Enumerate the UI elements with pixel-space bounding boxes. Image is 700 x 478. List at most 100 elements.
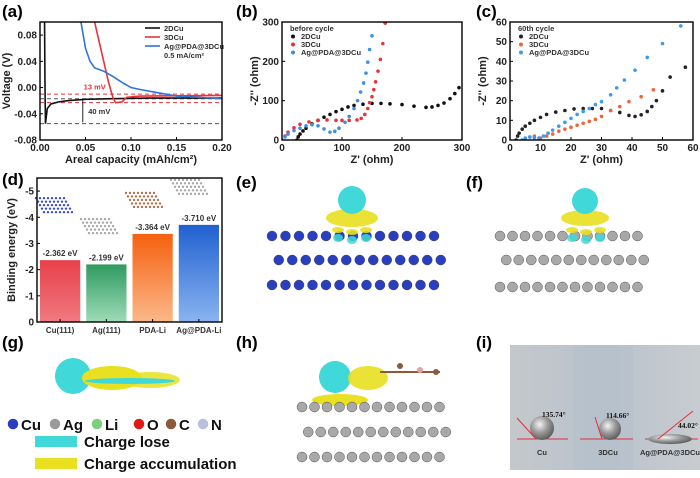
slab-thumbnail-atom (154, 195, 158, 198)
slab-thumbnail-atom (64, 207, 68, 210)
slab-thumbnail-atom (199, 189, 203, 192)
slab-thumbnail-atom (142, 195, 146, 198)
atom-legend: Cu Ag Li O C N (6, 417, 222, 434)
atom (544, 230, 556, 242)
slab-thumbnail-atom (132, 198, 136, 202)
plot-area (514, 24, 688, 140)
data-point-2DCu (517, 131, 521, 135)
atom (519, 281, 531, 293)
atom (626, 254, 637, 266)
slab-thumbnail-atom (107, 224, 111, 228)
charge-accumulation-blob (566, 227, 578, 233)
legend-marker (291, 42, 295, 47)
x-tick-label: 0.10 (121, 143, 141, 154)
atom (632, 281, 643, 293)
slab-thumbnail-atom (85, 221, 89, 224)
slab-thumbnail-atom (99, 224, 103, 228)
data-point-Ag@PDA@3DCu (352, 106, 356, 111)
slab-thumbnail-atom (97, 228, 101, 231)
slab-thumbnail-atom (132, 205, 136, 209)
droplet (530, 416, 554, 440)
data-point-Ag@PDA@3DCu (599, 99, 604, 104)
tangent-line (516, 417, 537, 440)
slab-thumbnail-atom (40, 207, 44, 210)
contact-angle-cu: 135.74° (542, 410, 566, 419)
legend-marker (291, 34, 295, 39)
slab-thumbnail-atom (38, 203, 42, 207)
atom (328, 426, 339, 438)
atom (334, 451, 345, 463)
data-point-2DCu (361, 102, 365, 107)
data-point-2DCu (590, 106, 595, 111)
slab-thumbnail-atom (158, 202, 162, 205)
slab-thumbnail-atom (95, 217, 99, 221)
slab-thumbnail-atom (95, 224, 99, 228)
atom (296, 401, 308, 413)
tangent-line (657, 410, 694, 440)
data-point-2DCu (572, 107, 576, 111)
slab-thumbnail-atom (126, 195, 130, 198)
data-point-2DCu (346, 105, 350, 109)
y-tick-label: 0.08 (18, 31, 38, 42)
atom (538, 254, 549, 266)
atom (557, 281, 568, 293)
x-tick-label: 0.15 (167, 143, 187, 154)
slab-thumbnail-atom (42, 196, 46, 200)
atom-legend-label: Li (105, 417, 118, 434)
slab-thumbnail-atom (185, 185, 189, 189)
charge-lose-blob (361, 234, 371, 242)
slab-thumbnail-atom (173, 178, 177, 182)
slab-thumbnail-atom (42, 210, 46, 214)
atom (266, 279, 278, 291)
slab-thumbnail-atom (197, 178, 201, 182)
legend-note: 0.5 mA/cm² (164, 51, 205, 60)
data-point-2DCu (633, 114, 637, 119)
atom (341, 254, 352, 266)
bar-data-label: -2.362 eV (43, 249, 78, 258)
data-point-3DCu (550, 132, 555, 136)
data-point-2DCu (322, 115, 326, 119)
legend-marker (519, 34, 523, 39)
slab-thumbnail-atom (189, 178, 193, 182)
y-tick-label: -0.08 (14, 136, 37, 147)
chart-c: 0 10 20 30 40 50 60 0 10 20 30 40 50 60 Z' (ohm) -Z'' (… (477, 18, 699, 167)
slab-thumbnail-atom (154, 202, 158, 205)
data-point-Ag@PDA@3DCu (660, 41, 665, 46)
data-point-3DCu (599, 114, 604, 119)
droplet (648, 434, 692, 444)
data-point-2DCu (515, 134, 520, 138)
x-tick-label: 300 (454, 143, 471, 154)
slab-thumbnail-atom (87, 231, 91, 235)
atom (526, 254, 537, 266)
slab-thumbnail-atom (140, 205, 144, 209)
data-point-3DCu (593, 117, 598, 122)
y-tick-label: -5 (25, 187, 34, 198)
atom (601, 254, 612, 266)
slab-thumbnail-atom (40, 200, 44, 203)
charge-lose-blob (338, 186, 366, 214)
data-point-2DCu (457, 85, 461, 90)
category-label: Ag@PDA-Li (176, 326, 221, 335)
data-point-Ag@PDA@3DCu (310, 122, 314, 127)
slab-thumbnail-atom (189, 192, 193, 196)
y-tick-label: 100 (262, 96, 279, 107)
data-point-2DCu (296, 135, 301, 139)
x-tick-label: 0.00 (30, 143, 50, 154)
x-axis-label: Areal capacity (mAh/cm²) (65, 154, 197, 166)
charts-layer: -0.08 -0.04 0.00 0.04 0.08 0.00 0.05 0.10 0.15 0.… (1, 18, 699, 336)
slab-thumbnail-atom (181, 185, 185, 189)
data-point-2DCu (538, 115, 543, 120)
atom (409, 401, 420, 413)
y-axis-label: -Z'' (ohm) (477, 56, 489, 106)
data-point-3DCu (347, 118, 352, 123)
slab-thumbnail-atom (169, 178, 173, 182)
slab-thumbnail-atom (132, 191, 136, 195)
data-point-2DCu (301, 129, 305, 133)
slab-thumbnail-atom (42, 203, 46, 207)
data-point-Ag@PDA@3DCu (563, 120, 567, 125)
atom (327, 254, 338, 266)
data-point-Ag@PDA@3DCu (679, 24, 683, 28)
slab-thumbnail-atom (81, 221, 85, 224)
atom (440, 426, 451, 438)
